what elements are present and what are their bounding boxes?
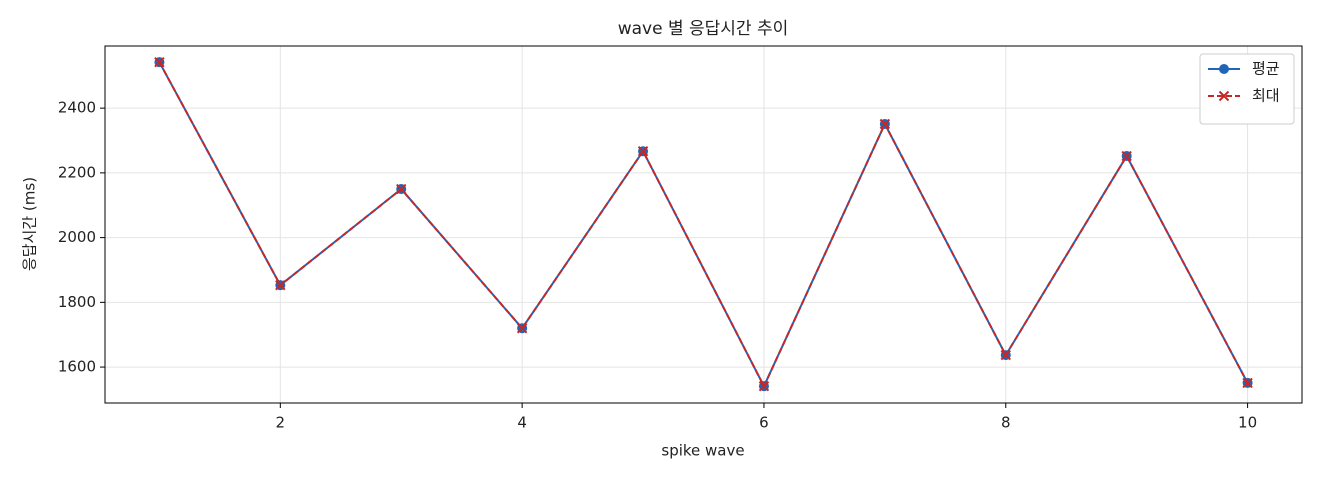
marker [758, 380, 770, 392]
marker [516, 323, 528, 334]
marker [1218, 90, 1230, 102]
x-axis-label: spike wave [661, 442, 744, 460]
y-tick-label: 2000 [58, 228, 96, 246]
marker [1121, 150, 1132, 162]
series-line [158, 61, 1249, 389]
x-tick-label: 10 [1238, 414, 1257, 432]
plot-frame [104, 45, 1303, 404]
x-tick-label: 4 [517, 414, 527, 432]
marker [879, 118, 891, 130]
marker [637, 145, 649, 157]
legend-box [1199, 53, 1295, 125]
y-tick-label: 1800 [58, 293, 96, 311]
x-tick-label: 8 [1001, 414, 1011, 432]
x-tick-label: 6 [759, 414, 769, 432]
y-tick-label: 1600 [58, 358, 96, 376]
marker [396, 183, 407, 195]
marker [1219, 64, 1229, 74]
y-tick-label: 2200 [58, 163, 96, 181]
y-axis-label: 응답시간 (ms) [21, 177, 39, 271]
marker [1242, 377, 1253, 389]
marker [1000, 349, 1011, 361]
y-tick-label: 2400 [58, 99, 96, 117]
legend-label: 평균 [1252, 60, 1280, 78]
x-tick-label: 2 [276, 414, 286, 432]
marker [275, 279, 286, 291]
marker [154, 56, 165, 68]
legend-label: 최대 [1252, 87, 1280, 105]
chart-title: wave 별 응답시간 추이 [618, 19, 789, 39]
